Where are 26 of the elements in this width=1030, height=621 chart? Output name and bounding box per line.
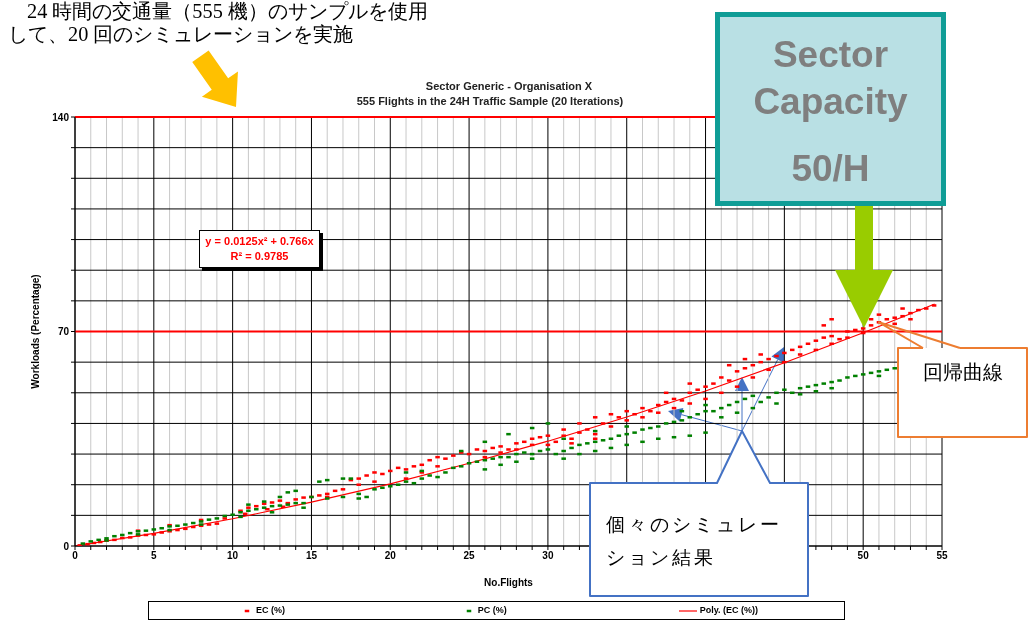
annotation: 回帰曲線: [921, 360, 1004, 385]
text-box: Sector Capacity 50/H: [715, 12, 946, 206]
x-tick-label: 0: [72, 550, 79, 562]
chart-title: Sector Generic - Organisation X: [425, 80, 593, 92]
x-tick-label: 55: [936, 550, 948, 562]
y-tick-label: 70: [57, 326, 70, 338]
callout-box: 回帰曲線: [897, 347, 1028, 438]
legend-label: Poly. (EC (%)): [699, 605, 759, 616]
legend-label: EC (%): [255, 605, 285, 616]
legend-label: PC (%): [477, 605, 507, 616]
x-tick-label: 5: [151, 550, 158, 562]
x-tick-label: 15: [305, 550, 318, 562]
annotation: Sector Capacity 50/H: [752, 33, 909, 191]
x-tick-label: 10: [227, 550, 239, 562]
y-tick-label: 140: [52, 111, 70, 123]
x-tick-label: 30: [542, 550, 554, 562]
text-box: y = 0.0125x² + 0.766x R² = 0.9785: [199, 230, 320, 268]
y-tick-label: 0: [63, 540, 70, 552]
x-axis-title: No.Flights: [484, 577, 534, 588]
x-tick-label: 25: [463, 550, 476, 562]
annotation: 個々のシミュレーション結果: [606, 513, 783, 570]
x-tick-label: 20: [384, 550, 397, 562]
y-axis-title: Workloads (Percentage): [29, 274, 41, 389]
text: 24 時間の交通量（555 機）のサンプルを使用して、20 回のシミュレーションを実施: [8, 0, 429, 46]
x-tick-label: 50: [857, 550, 870, 562]
chart-subtitle: 555 Flights in the 24H Traffic Sample (20 Iterations): [355, 94, 625, 108]
